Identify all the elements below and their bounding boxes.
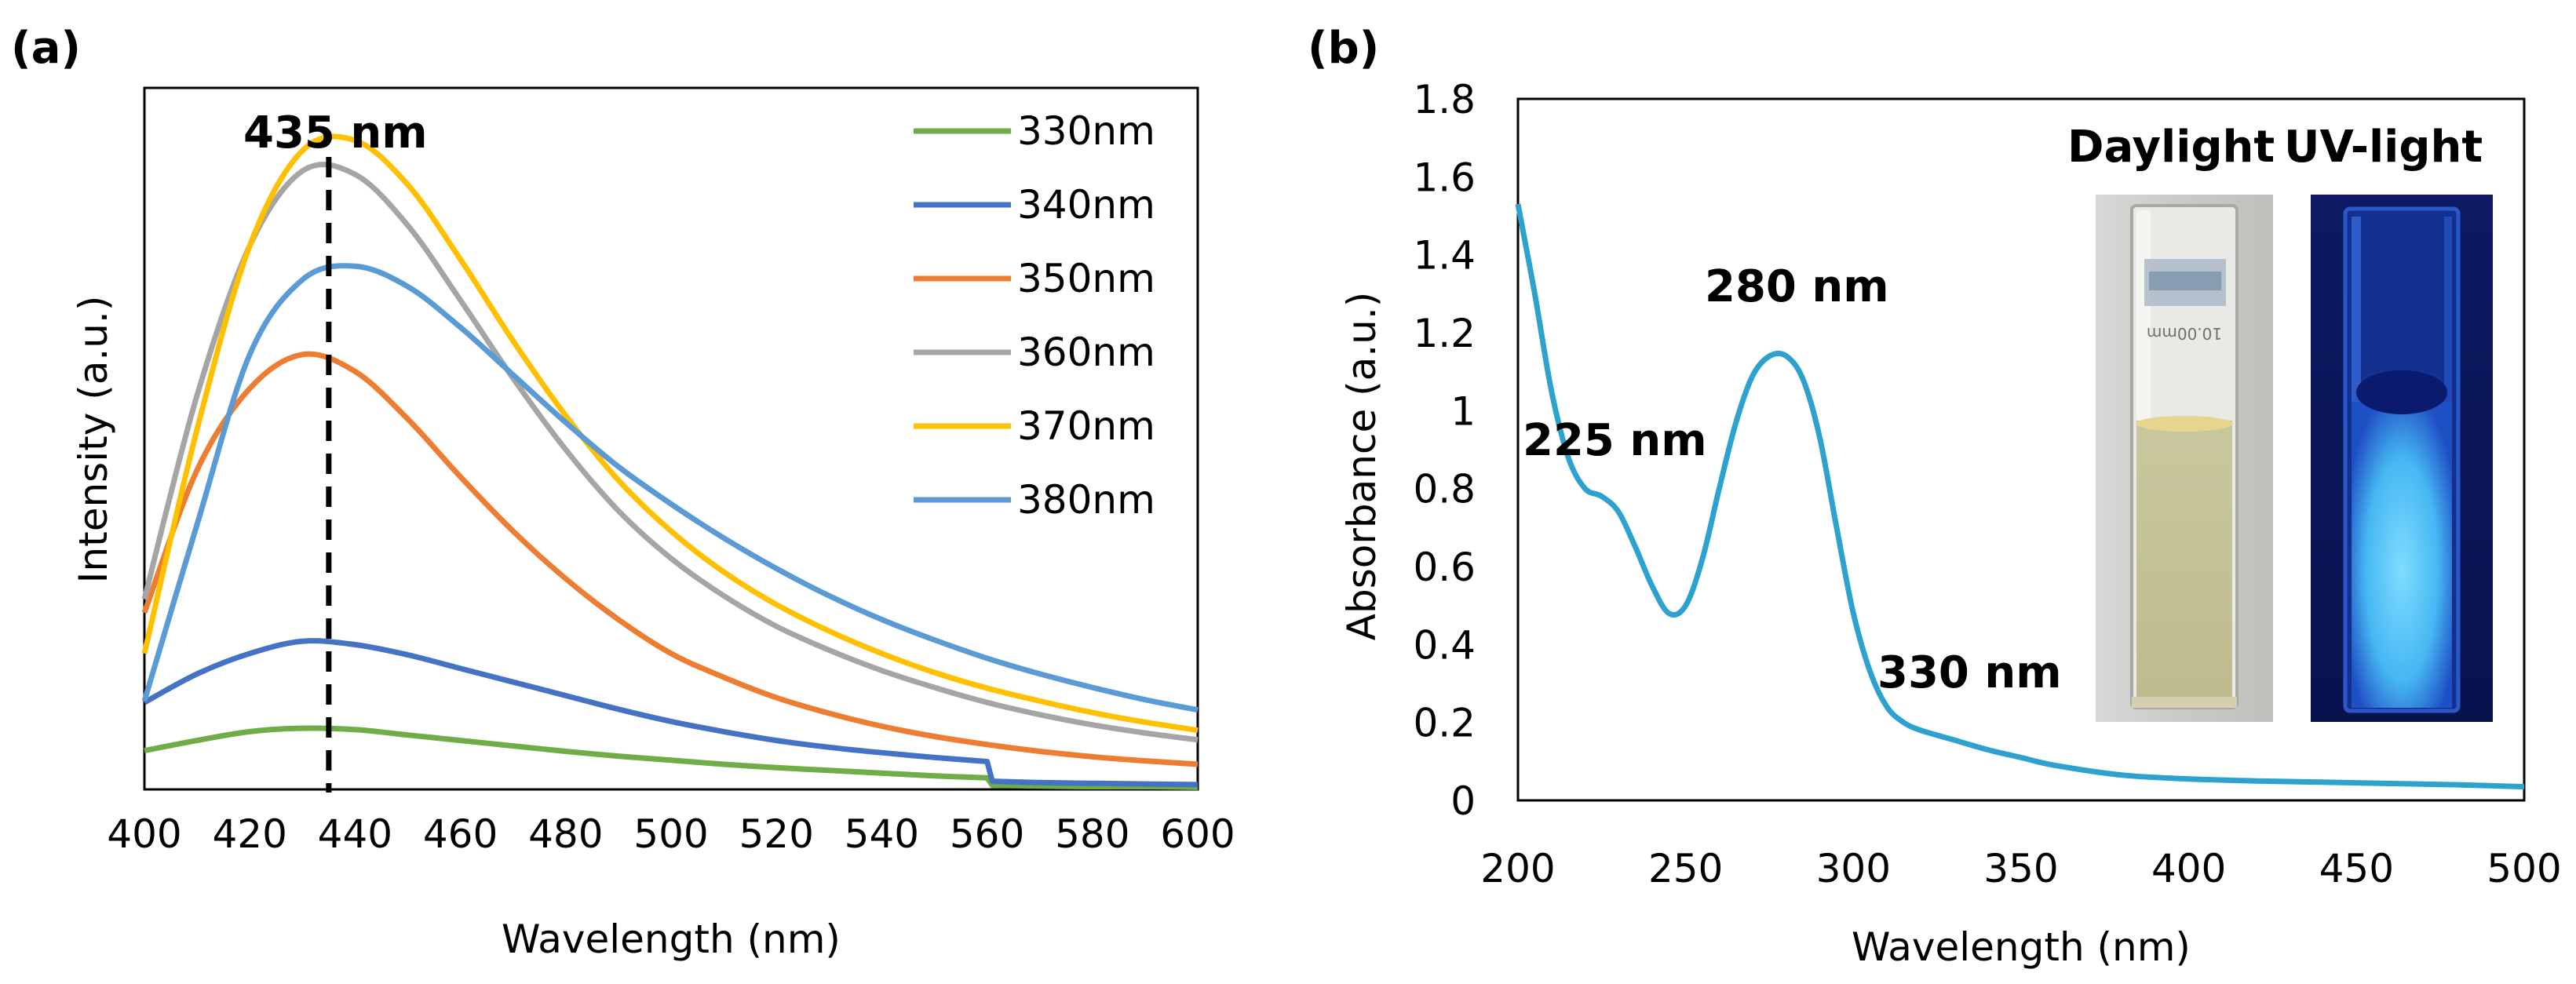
panel-a-series-line-360nm — [141, 162, 1199, 743]
panel-b-x-tick-label: 400 — [2151, 846, 2226, 891]
panel-b-y-tick-label: 0.2 — [1413, 701, 1476, 746]
panel-a-label: (a) — [11, 23, 81, 74]
panel-b-y-axis-label: Absorbance (a.u.) — [1339, 292, 1385, 640]
panel-b-x-tick-label: 350 — [1983, 846, 2058, 891]
panel-a-plot-frame — [143, 86, 1199, 791]
panel-a-x-tick-label: 420 — [212, 811, 286, 857]
panel-b-y-tick-label: 0.4 — [1413, 622, 1476, 668]
panel-b-y-tick-label: 1.2 — [1413, 311, 1476, 356]
panel-a-x-tick-label: 460 — [423, 811, 498, 857]
legend-label-360nm: 360nm — [1017, 330, 1155, 375]
panel-a-x-tick-label: 580 — [1055, 811, 1129, 857]
panel-b-y-tick-label: 1.6 — [1413, 155, 1476, 200]
panel-a: (a) 435 nm 330nm 340nm 350nm 360nm 370nm 380n… — [11, 23, 1235, 962]
legend-label-380nm: 380nm — [1017, 477, 1155, 523]
panel-b-y-tick-label: 1 — [1450, 388, 1476, 434]
panel-b-x-ticks: 200 250 300 350 400 450 500 — [1480, 846, 2561, 891]
panel-a-peak-annotation: 435 nm — [243, 108, 428, 159]
panel-b-x-tick-label: 500 — [2487, 846, 2561, 891]
legend-label-370nm: 370nm — [1017, 403, 1155, 449]
panel-b-x-tick-label: 250 — [1648, 846, 1723, 891]
panel-b: (b) 0 0.2 0.4 0.6 0.8 1 1.2 1.4 1.6 1.8 200 250 300… — [1308, 23, 2562, 970]
panel-a-series-line-330nm — [144, 725, 1199, 790]
panel-b-annotation-225: 225 nm — [1523, 415, 1707, 466]
panel-a-x-axis-label: Wavelength (nm) — [502, 917, 841, 962]
panel-a-series-line-380nm — [141, 263, 1199, 713]
daylight-cuvette-text: 10.00mm — [2147, 324, 2222, 343]
panel-b-series-group — [1515, 203, 2525, 790]
panel-a-x-tick-label: 480 — [528, 811, 603, 857]
uv-cuvette-photo — [2311, 195, 2493, 722]
panel-b-series-line-absorbance — [1515, 203, 2525, 790]
panel-b-x-tick-label: 300 — [1816, 846, 1891, 891]
panel-b-y-ticks: 0 0.2 0.4 0.6 0.8 1 1.2 1.4 1.6 1.8 — [1413, 77, 1476, 824]
panel-b-y-tick-label: 0 — [1450, 778, 1476, 824]
panel-a-series-group — [141, 133, 1199, 790]
panel-a-series-line-350nm — [141, 351, 1199, 767]
legend-label-330nm: 330nm — [1017, 108, 1155, 154]
daylight-cuvette-photo: 10.00mm — [2096, 195, 2273, 722]
panel-b-y-tick-label: 0.6 — [1413, 545, 1476, 590]
panel-b-y-tick-label: 0.8 — [1413, 467, 1476, 512]
panel-b-annotation-280: 280 nm — [1705, 261, 1889, 312]
inset-label-daylight: Daylight — [2067, 122, 2275, 173]
panel-a-x-tick-label: 560 — [950, 811, 1024, 857]
panel-a-x-tick-label: 540 — [845, 811, 919, 857]
panel-a-x-tick-label: 400 — [107, 811, 181, 857]
inset-cuvette-photos: Daylight UV-light 10.00mm — [2067, 122, 2493, 722]
panel-b-plot-frame — [1516, 97, 2526, 802]
panel-b-label: (b) — [1308, 23, 1379, 74]
panel-b-y-tick-label: 1.8 — [1413, 77, 1476, 122]
panel-a-x-tick-label: 500 — [633, 811, 708, 857]
legend-label-350nm: 350nm — [1017, 256, 1155, 301]
panel-a-legend: 330nm 340nm 350nm 360nm 370nm 380nm — [914, 108, 1155, 523]
panel-a-x-ticks: 400 420 440 460 480 500 520 540 560 580 600 — [107, 811, 1235, 857]
panel-b-y-tick-label: 1.4 — [1413, 233, 1476, 279]
panel-b-annotation-330: 330 nm — [1877, 647, 2062, 698]
panel-a-x-tick-label: 440 — [318, 811, 392, 857]
panel-a-series-line-370nm — [141, 133, 1199, 734]
panel-a-x-tick-label: 600 — [1160, 811, 1235, 857]
legend-label-340nm: 340nm — [1017, 182, 1155, 228]
panel-a-x-tick-label: 520 — [739, 811, 813, 857]
inset-label-uv-light: UV-light — [2284, 122, 2483, 173]
panel-a-y-axis-label: Intensity (a.u.) — [71, 296, 116, 584]
panel-b-x-axis-label: Wavelength (nm) — [1852, 924, 2191, 970]
panel-b-x-tick-label: 200 — [1480, 846, 1555, 891]
panel-b-x-tick-label: 450 — [2319, 846, 2394, 891]
panel-a-series-line-340nm — [143, 638, 1199, 788]
